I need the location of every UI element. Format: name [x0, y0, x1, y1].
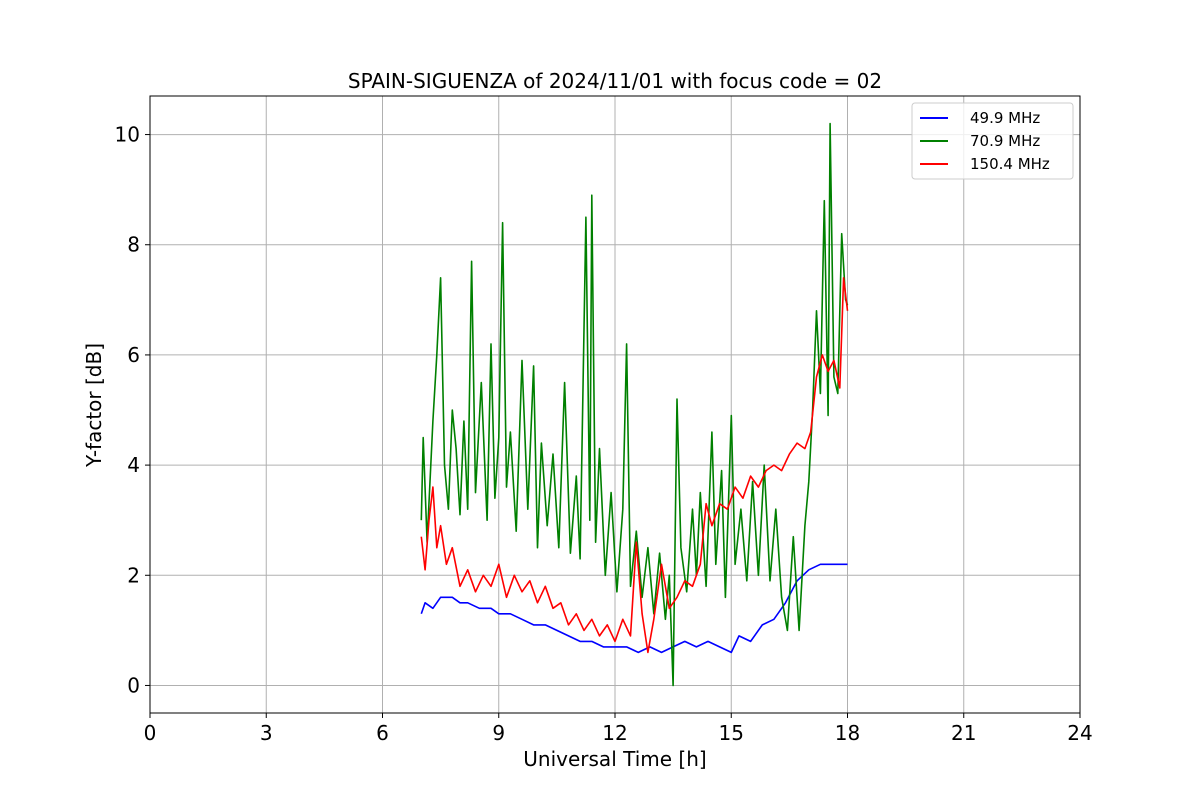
- y-tick-label: 6: [127, 343, 140, 367]
- y-tick-label: 10: [115, 123, 140, 147]
- x-tick-label: 18: [835, 721, 860, 745]
- legend-label: 70.9 MHz: [970, 132, 1040, 150]
- legend-label: 150.4 MHz: [970, 155, 1050, 173]
- y-tick-label: 4: [127, 453, 140, 477]
- x-tick-label: 21: [951, 721, 976, 745]
- x-tick-label: 0: [144, 721, 157, 745]
- series-line-2: [420, 122, 849, 687]
- x-tick-label: 6: [376, 721, 389, 745]
- x-axis-label: Universal Time [h]: [523, 747, 706, 771]
- x-tick-label: 15: [719, 721, 744, 745]
- series-layer: [420, 122, 849, 687]
- x-tick-label: 3: [260, 721, 273, 745]
- y-tick-label: 2: [127, 563, 140, 587]
- y-tick-label: 0: [127, 673, 140, 697]
- series-line-1: [420, 563, 848, 654]
- legend-entry: 70.9 MHz: [920, 132, 1040, 150]
- legend: 49.9 MHz 70.9 MHz 150.4 MHz: [911, 102, 1074, 180]
- x-tick-label: 12: [602, 721, 627, 745]
- x-tick-label: 24: [1067, 721, 1092, 745]
- x-tick-label: 9: [492, 721, 505, 745]
- legend-box: [911, 102, 1074, 180]
- legend-label: 49.9 MHz: [970, 109, 1040, 127]
- series-line-3: [420, 276, 849, 654]
- legend-entry: 150.4 MHz: [920, 155, 1050, 173]
- y-tick-label: 8: [127, 233, 140, 257]
- chart-title: SPAIN-SIGUENZA of 2024/11/01 with focus …: [348, 69, 882, 93]
- legend-entry: 49.9 MHz: [920, 109, 1040, 127]
- y-axis-label: Y-factor [dB]: [82, 343, 106, 468]
